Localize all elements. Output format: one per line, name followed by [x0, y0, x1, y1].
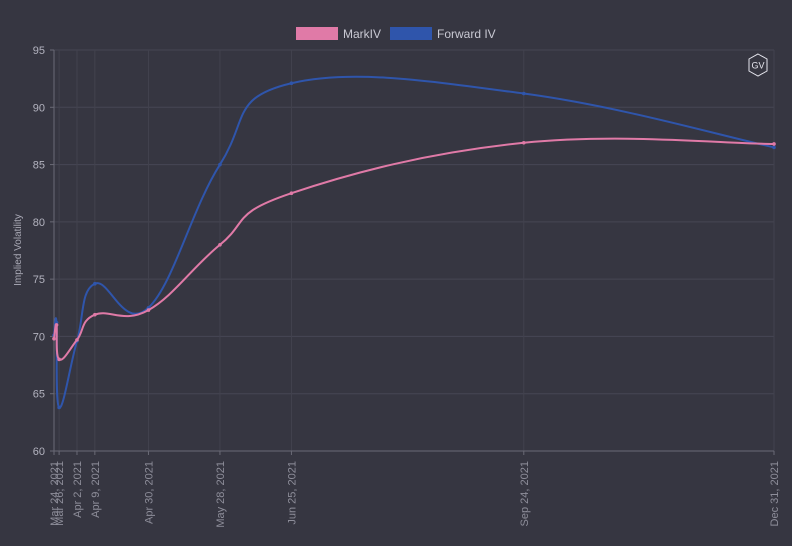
legend-label: Forward IV — [437, 27, 496, 41]
data-point-forward-iv — [93, 281, 97, 286]
legend-swatch — [296, 27, 338, 40]
y-tick-label: 90 — [33, 102, 45, 114]
y-tick-label: 65 — [33, 389, 45, 401]
chart-series — [52, 75, 776, 410]
gv-badge-text: GV — [751, 61, 764, 71]
data-point-forward-iv — [57, 405, 61, 410]
data-point-forward-iv — [521, 91, 526, 96]
legend-item-markiv[interactable]: MarkIV — [296, 27, 381, 41]
chart-legend: MarkIV Forward IV — [296, 27, 496, 41]
data-point-markiv — [146, 308, 151, 312]
data-point-markiv — [93, 312, 97, 317]
data-point-forward-iv — [218, 162, 222, 167]
y-tick-label: 85 — [33, 160, 45, 172]
chart-grid — [53, 49, 775, 452]
gv-badge-hexagon — [748, 53, 768, 77]
series-line-markiv — [53, 137, 775, 361]
x-tick-label: Apr 30, 2021 — [143, 461, 155, 524]
y-tick-label: 60 — [33, 446, 45, 458]
data-point-markiv — [289, 191, 294, 196]
x-tick-label: May 28, 2021 — [215, 461, 227, 528]
legend-swatch — [390, 27, 432, 40]
x-tick-label: Dec 31, 2021 — [769, 461, 781, 526]
y-tick-label: 80 — [33, 217, 45, 229]
data-point-forward-iv — [289, 81, 294, 86]
y-axis-label: Implied Volatility — [13, 214, 24, 286]
legend-label: MarkIV — [343, 27, 381, 41]
x-tick-label: Mar 26, 2021 — [54, 461, 66, 526]
x-tick-label: Jun 25, 2021 — [286, 461, 298, 525]
data-point-markiv — [218, 242, 222, 247]
data-point-markiv — [75, 338, 79, 342]
x-tick-label: Mar 24, 2021 — [49, 461, 61, 526]
x-tick-label: Apr 2, 2021 — [72, 461, 84, 518]
series-line-forward-iv — [53, 75, 775, 409]
data-point-markiv — [521, 141, 526, 145]
y-tick-label: 75 — [33, 274, 45, 286]
x-tick-label: Apr 9, 2021 — [90, 461, 102, 518]
y-tick-label: 95 — [33, 45, 45, 57]
gv-badge: GV — [748, 53, 768, 77]
y-tick-label: 70 — [33, 331, 45, 343]
data-point-markiv — [57, 357, 61, 362]
data-point-markiv — [54, 323, 59, 327]
data-point-markiv — [52, 336, 56, 341]
legend-item-forward-iv[interactable]: Forward IV — [390, 27, 496, 41]
data-point-markiv — [772, 142, 776, 146]
x-tick-label: Sep 24, 2021 — [519, 461, 531, 526]
data-point-forward-iv — [772, 145, 776, 150]
